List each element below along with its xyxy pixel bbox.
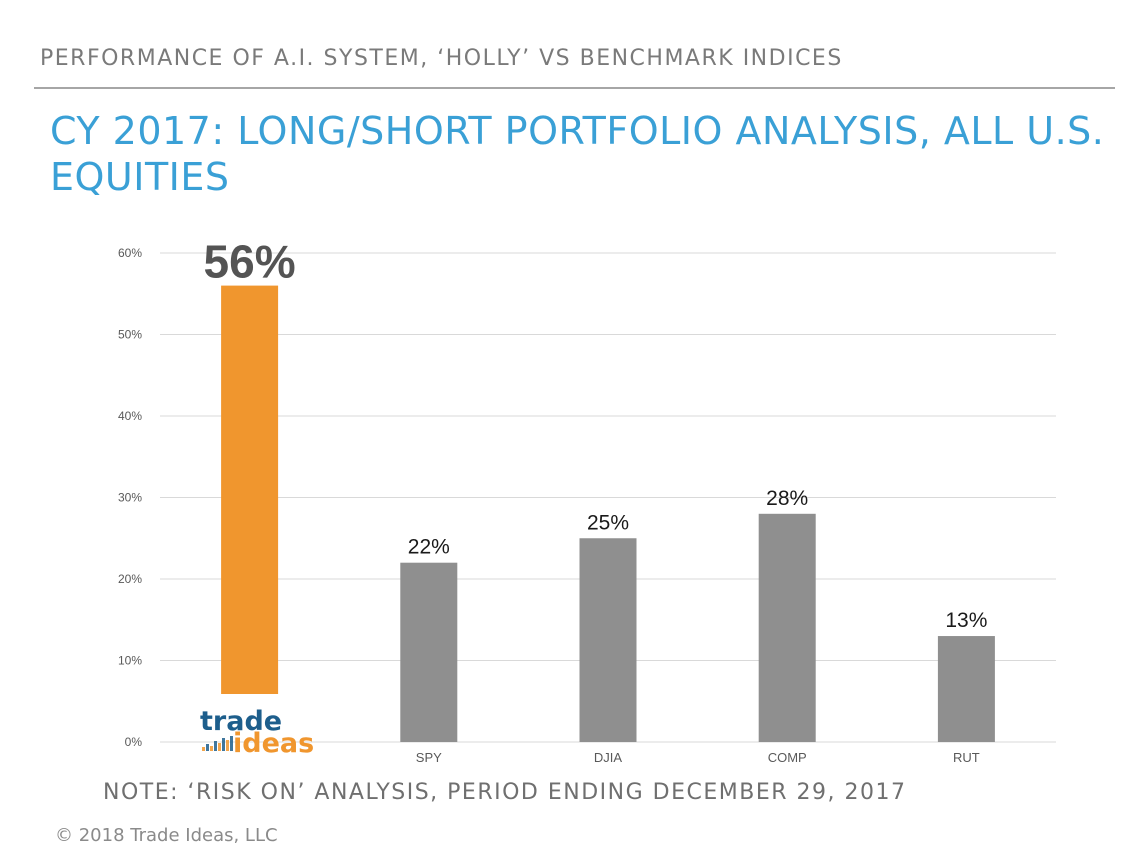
logo-bar-mark xyxy=(210,746,213,751)
bars xyxy=(221,285,995,742)
y-tick-label: 0% xyxy=(125,735,143,749)
x-axis-ticks: SPY DJIA COMP RUT xyxy=(416,750,980,765)
logo-bars-icon xyxy=(202,736,233,751)
page-title: CY 2017: LONG/SHORT PORTFOLIO ANALYSIS, … xyxy=(50,109,1105,199)
x-tick-label: SPY xyxy=(416,750,442,765)
y-tick-label: 50% xyxy=(118,328,142,342)
logo-bar-mark xyxy=(214,741,217,751)
y-tick-label: 30% xyxy=(118,491,142,505)
footnote: NOTE: ‘RISK ON’ ANALYSIS, PERIOD ENDING … xyxy=(103,780,907,805)
x-tick-label: COMP xyxy=(768,750,807,765)
bar-comp xyxy=(758,513,816,742)
logo-bar-mark xyxy=(230,736,233,751)
data-label: 25% xyxy=(587,511,629,534)
supertitle: PERFORMANCE OF A.I. SYSTEM, ‘HOLLY’ VS B… xyxy=(40,46,843,71)
x-tick-label: DJIA xyxy=(594,750,623,765)
y-tick-label: 20% xyxy=(118,572,142,586)
x-tick-label: RUT xyxy=(953,750,980,765)
logo-bar-mark xyxy=(206,744,209,751)
data-label: 56% xyxy=(204,236,296,288)
copyright: © 2018 Trade Ideas, LLC xyxy=(55,825,278,846)
bar-rut xyxy=(937,636,995,742)
data-label: 22% xyxy=(408,536,450,559)
bar-djia xyxy=(579,538,637,742)
data-labels: 56% 22% 25% 28% 13% xyxy=(204,236,988,632)
y-tick-label: 60% xyxy=(118,246,142,260)
data-label: 28% xyxy=(766,487,808,510)
trade-ideas-logo: trade ideas xyxy=(200,706,314,759)
y-tick-label: 10% xyxy=(118,654,142,668)
bar-trade-ideas xyxy=(221,285,279,694)
logo-text-ideas: ideas xyxy=(233,728,314,759)
data-label: 13% xyxy=(945,609,987,632)
y-tick-label: 40% xyxy=(118,409,142,423)
logo-bar-mark xyxy=(226,740,229,751)
logo-bar-mark xyxy=(202,747,205,751)
logo-bar-mark xyxy=(222,738,225,751)
y-axis-ticks: 0% 10% 20% 30% 40% 50% 60% xyxy=(118,246,142,749)
header-divider xyxy=(34,87,1115,89)
logo-text-trade: trade xyxy=(200,706,282,737)
bar-spy xyxy=(400,562,458,742)
logo-bar-mark xyxy=(218,743,221,751)
